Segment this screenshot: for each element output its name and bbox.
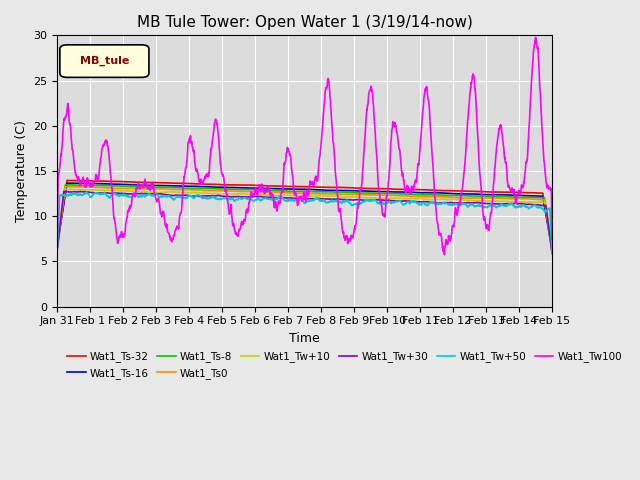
Wat1_Tw100 <box>421 88 429 94</box>
Wat1_Ts-32 <box>421 187 429 192</box>
Wat1_Ts-16 <box>421 190 429 195</box>
Line: Wat1_Ts-16: Wat1_Ts-16 <box>58 183 552 250</box>
Wat1_Ts-8 <box>54 242 61 248</box>
Line: Wat1_Tw+30: Wat1_Tw+30 <box>58 192 552 253</box>
Wat1_Tw+50 <box>493 204 501 209</box>
Wat1_Ts-32 <box>131 179 139 185</box>
Line: Wat1_Tw100: Wat1_Tw100 <box>58 37 552 255</box>
Wat1_Ts-32 <box>54 240 61 246</box>
Wat1_Tw100 <box>493 136 501 142</box>
Wat1_Ts0 <box>282 190 290 196</box>
Wat1_Ts-16 <box>493 192 501 198</box>
Wat1_Ts-32 <box>292 184 300 190</box>
Line: Wat1_Ts0: Wat1_Ts0 <box>58 187 552 251</box>
Wat1_Ts-8 <box>61 182 69 188</box>
Wat1_Tw+30 <box>542 203 550 208</box>
Y-axis label: Temperature (C): Temperature (C) <box>15 120 28 222</box>
Wat1_Ts-16 <box>548 247 556 252</box>
Wat1_Tw100 <box>291 191 299 196</box>
X-axis label: Time: Time <box>289 332 320 345</box>
Line: Wat1_Ts-32: Wat1_Ts-32 <box>58 180 552 248</box>
Line: Wat1_Tw+10: Wat1_Tw+10 <box>58 189 552 252</box>
Legend: Wat1_Ts-32, Wat1_Ts-16, Wat1_Ts-8, Wat1_Ts0, Wat1_Tw+10, Wat1_Tw+30, Wat1_Tw+50,: Wat1_Ts-32, Wat1_Ts-16, Wat1_Ts-8, Wat1_… <box>63 348 627 383</box>
Wat1_Ts-32 <box>282 183 290 189</box>
Wat1_Ts-8 <box>421 192 429 198</box>
Wat1_Tw+50 <box>548 251 556 256</box>
Wat1_Ts0 <box>131 185 139 191</box>
Wat1_Tw+10 <box>282 192 290 198</box>
Wat1_Ts0 <box>63 184 70 190</box>
Wat1_Ts0 <box>493 195 501 201</box>
Wat1_Tw+50 <box>282 198 290 204</box>
Wat1_Tw+30 <box>421 199 429 204</box>
Wat1_Tw+30 <box>292 195 300 201</box>
Wat1_Ts-32 <box>548 245 556 251</box>
Text: MB_tule: MB_tule <box>80 56 129 66</box>
Wat1_Tw100 <box>282 157 290 163</box>
Wat1_Tw+50 <box>131 192 139 198</box>
Wat1_Tw+10 <box>54 245 61 251</box>
Wat1_Ts-8 <box>292 189 300 194</box>
Wat1_Tw+30 <box>493 201 501 207</box>
Wat1_Ts-8 <box>542 206 550 212</box>
Wat1_Ts-8 <box>493 194 501 200</box>
Wat1_Ts0 <box>421 194 429 200</box>
Wat1_Tw+50 <box>542 209 550 215</box>
Wat1_Tw+30 <box>548 251 556 256</box>
Wat1_Tw+30 <box>131 191 139 196</box>
Wat1_Ts-16 <box>282 186 290 192</box>
Wat1_Tw+50 <box>83 189 91 195</box>
Wat1_Tw+50 <box>421 202 429 208</box>
Wat1_Ts-8 <box>548 247 556 253</box>
Wat1_Tw+10 <box>292 193 300 199</box>
Wat1_Tw+10 <box>542 200 550 206</box>
Wat1_Tw+30 <box>54 246 61 252</box>
Line: Wat1_Tw+50: Wat1_Tw+50 <box>58 192 552 253</box>
Wat1_Ts-32 <box>63 178 71 183</box>
Wat1_Tw+10 <box>131 188 139 194</box>
Wat1_Tw100 <box>440 252 448 258</box>
Wat1_Tw100 <box>131 194 139 200</box>
Wat1_Ts-32 <box>493 189 501 195</box>
Wat1_Tw+10 <box>63 186 71 192</box>
Wat1_Ts0 <box>542 207 550 213</box>
Wat1_Ts-16 <box>131 182 139 188</box>
Wat1_Tw+30 <box>61 189 68 194</box>
FancyBboxPatch shape <box>60 45 149 77</box>
Wat1_Ts-8 <box>131 184 139 190</box>
Wat1_Ts-16 <box>65 180 72 186</box>
Wat1_Ts0 <box>548 248 556 254</box>
Wat1_Tw100 <box>532 35 540 40</box>
Wat1_Tw+10 <box>493 199 501 204</box>
Wat1_Tw+10 <box>421 196 429 202</box>
Wat1_Tw100 <box>54 231 61 237</box>
Wat1_Ts0 <box>292 190 300 196</box>
Wat1_Ts-16 <box>292 186 300 192</box>
Wat1_Ts-16 <box>54 242 61 248</box>
Title: MB Tule Tower: Open Water 1 (3/19/14-now): MB Tule Tower: Open Water 1 (3/19/14-now… <box>137 15 473 30</box>
Wat1_Ts-16 <box>542 212 550 217</box>
Wat1_Ts-32 <box>542 209 550 215</box>
Wat1_Tw+30 <box>282 195 290 201</box>
Wat1_Tw100 <box>543 180 550 185</box>
Wat1_Tw+50 <box>54 243 61 249</box>
Wat1_Tw100 <box>548 236 556 242</box>
Line: Wat1_Ts-8: Wat1_Ts-8 <box>58 185 552 250</box>
Wat1_Ts0 <box>54 244 61 250</box>
Wat1_Tw+50 <box>292 197 300 203</box>
Wat1_Tw+10 <box>548 250 556 255</box>
Wat1_Ts-8 <box>282 188 290 194</box>
